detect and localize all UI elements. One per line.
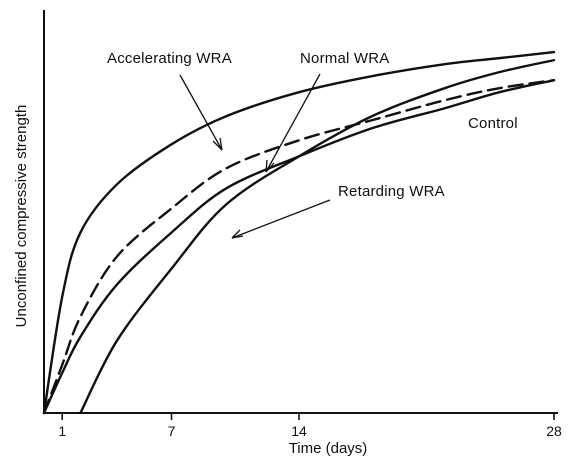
x-tick-label: 1 [58, 423, 66, 439]
x-axis-title: Time (days) [289, 440, 368, 457]
retarding-wra-curve [79, 58, 556, 415]
normal-wra-curve [42, 78, 556, 415]
x-tick-label: 7 [168, 423, 176, 439]
series-group [42, 50, 556, 415]
retarding-leader-arrowhead [231, 229, 244, 239]
control-label: Control [468, 115, 518, 132]
normal-wra-label: Normal WRA [300, 50, 390, 67]
x-tick-label: 14 [291, 423, 307, 439]
accelerating-wra-curve [42, 50, 556, 415]
annotation-leaders [179, 73, 331, 239]
accelerating-leader-arrowhead [212, 137, 223, 151]
accelerating-leader-line [179, 74, 223, 151]
normal-leader-line [265, 73, 321, 173]
x-tick-label: 28 [546, 423, 562, 439]
accelerating-wra-label: Accelerating WRA [107, 50, 232, 67]
retarding-wra-label: Retarding WRA [338, 183, 445, 200]
normal-leader-arrowhead [265, 159, 275, 173]
control-curve [42, 78, 556, 415]
x-tick-group: 1 7 14 28 [58, 413, 562, 439]
retarding-leader-line [231, 199, 331, 239]
y-axis-title: Unconfined compressive strength [13, 105, 30, 328]
